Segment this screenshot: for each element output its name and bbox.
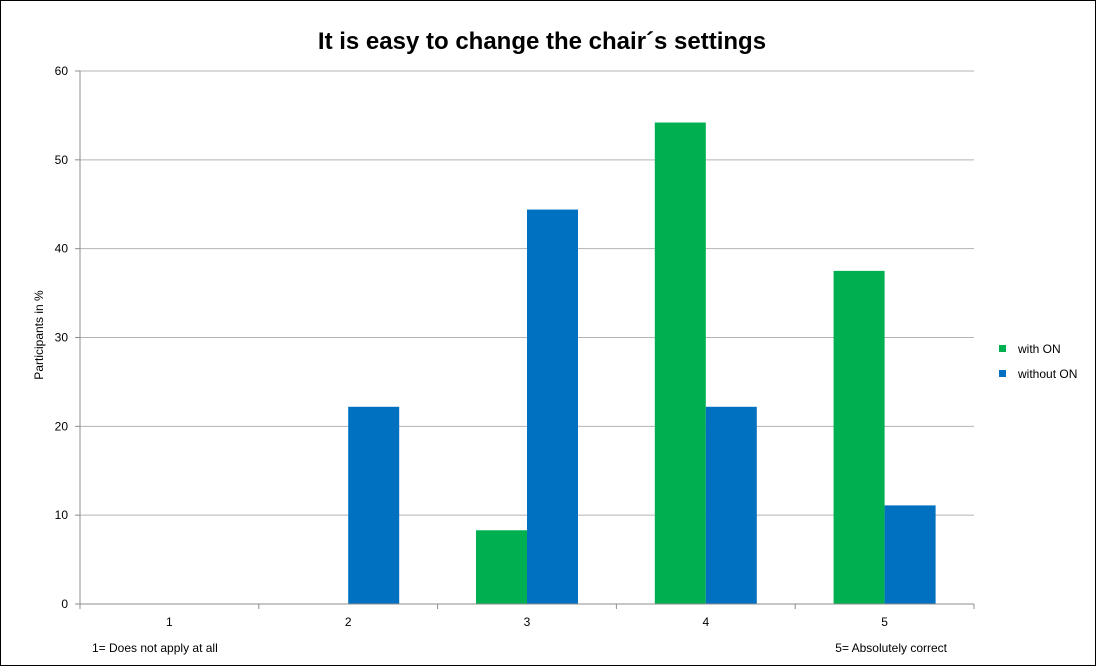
x-tick-label-3: 3	[524, 615, 531, 629]
bar-with-on-4	[654, 122, 706, 605]
scale-note-high: 5= Absolutely correct	[835, 641, 947, 655]
bar-without-on-5	[884, 505, 936, 604]
legend-swatch-without-on	[999, 370, 1006, 377]
x-tick-label-4: 4	[702, 615, 709, 629]
y-tick-label-60: 60	[55, 64, 69, 78]
legend-label-with-on: with ON	[1017, 342, 1061, 356]
y-axis-title: Participants in %	[32, 290, 46, 380]
x-tick-label-1: 1	[166, 615, 173, 629]
legend-swatch-with-on	[999, 345, 1006, 352]
y-tick-label-50: 50	[55, 153, 69, 167]
x-tick-label-2: 2	[345, 615, 352, 629]
legend: with ON without ON	[999, 342, 1077, 381]
y-tick-label-30: 30	[55, 331, 69, 345]
bar-with-on-3	[476, 530, 527, 604]
axes: 0 10 20 30 40 50 60 1 2 3 4 5	[55, 64, 975, 629]
bar-without-on-2	[348, 406, 400, 604]
y-tick-label-20: 20	[55, 419, 69, 433]
legend-label-without-on: without ON	[1017, 367, 1077, 381]
x-tick-label-5: 5	[881, 615, 888, 629]
bars	[348, 122, 936, 605]
bar-with-on-5	[833, 270, 885, 604]
chart-title: It is easy to change the chair´s setting…	[318, 28, 766, 55]
y-tick-label-10: 10	[55, 508, 69, 522]
bar-without-on-4	[705, 406, 757, 604]
y-tick-label-40: 40	[55, 242, 69, 256]
y-tick-label-0: 0	[61, 597, 68, 611]
scale-note-low: 1= Does not apply at all	[92, 641, 218, 655]
bar-without-on-3	[527, 209, 578, 604]
